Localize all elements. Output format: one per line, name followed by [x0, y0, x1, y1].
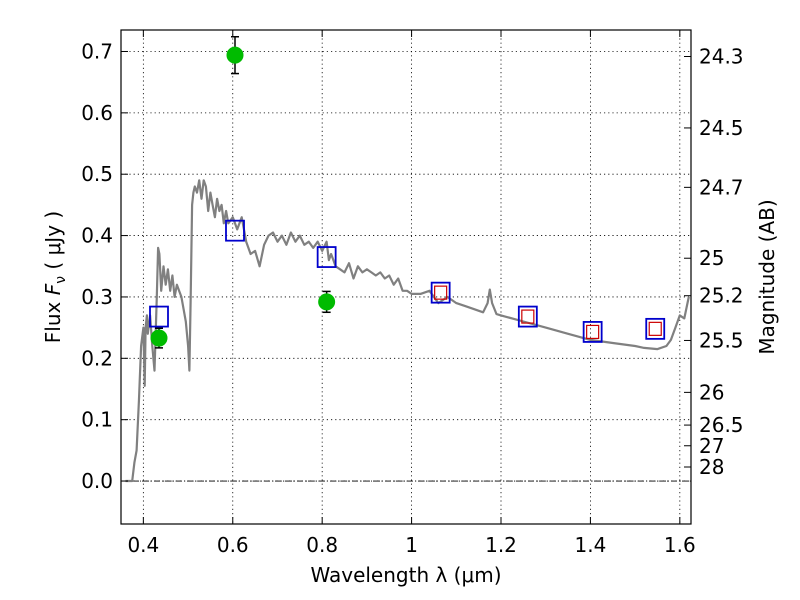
model-photometry-square: [430, 281, 451, 304]
y-tick-label: 0.3: [81, 285, 113, 309]
x-tick-label: 0.4: [127, 533, 159, 557]
observed-limit-square: [521, 309, 535, 324]
x-tick-label: 1.6: [664, 533, 696, 557]
y-axis-label: Flux Fν ( μJy ): [41, 211, 69, 343]
x-tick-label: 1: [405, 533, 418, 557]
y-tick-label: 0.4: [81, 224, 113, 248]
marker-layer: [149, 46, 666, 347]
observed-point: [226, 46, 244, 64]
observed-point: [318, 293, 336, 311]
right-tick-label: 24.5: [699, 116, 744, 140]
model-photometry-square: [517, 305, 538, 328]
x-tick-label: 1.4: [575, 533, 607, 557]
right-tick-label: 28: [699, 455, 724, 479]
model-photometry-square: [225, 219, 245, 242]
model-photometry-square: [582, 321, 603, 343]
x-tick-label: 0.8: [306, 533, 338, 557]
y-tick-label: 0.7: [81, 39, 113, 63]
sed-line-layer: [125, 179, 690, 483]
y-tick-label: 0.6: [81, 101, 113, 125]
y-tick-label: 0.5: [81, 162, 113, 186]
right-tick-label: 26: [699, 380, 724, 404]
plot-frame: [120, 29, 692, 525]
sed-model-line: [125, 179, 690, 483]
observed-point: [150, 329, 168, 347]
observed-limit-square: [434, 285, 448, 300]
x-axis-label: Wavelength λ (μm): [310, 563, 501, 587]
y-tick-label: 0.2: [81, 346, 113, 370]
x-tick-label: 0.6: [217, 533, 249, 557]
right-tick-label: 25: [699, 246, 724, 270]
observed-limit-square: [586, 324, 600, 340]
right-tick-label: 25.5: [699, 328, 744, 352]
tick-label-layer: 0.4 0.6 0.8 1 1.2 1.4 1.6 0.0 0.1 0.2 0.3 0.4 0.5 0.6…: [81, 39, 743, 557]
x-tick-label: 1.2: [485, 533, 517, 557]
right-tick-label: 27: [699, 434, 724, 458]
model-photometry-square: [645, 317, 666, 340]
tick-layer: [121, 30, 691, 524]
grid: [121, 30, 691, 524]
right-tick-label: 24.3: [699, 45, 744, 69]
model-photometry-square: [149, 305, 169, 328]
y-tick-label: 0.0: [81, 469, 113, 493]
model-photometry-square: [316, 246, 337, 268]
right-tick-label: 25.2: [699, 284, 744, 308]
y-tick-label: 0.1: [81, 408, 113, 432]
right-tick-label: 26.5: [699, 413, 744, 437]
right-tick-label: 24.7: [699, 175, 744, 199]
right-axis-label: Magnitude (AB): [755, 199, 779, 354]
observed-limit-square: [648, 321, 662, 336]
